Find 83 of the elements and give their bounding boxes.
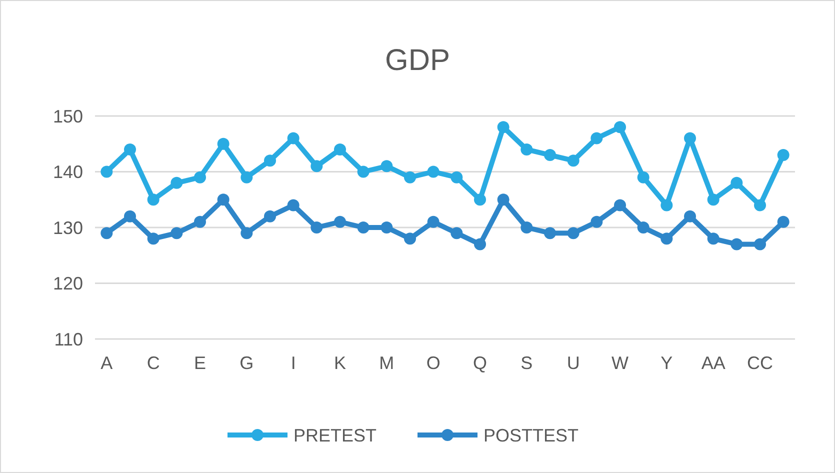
point: [217, 194, 230, 206]
point: [427, 216, 440, 228]
point: [754, 199, 766, 212]
legend-label: POSTTEST: [484, 425, 579, 446]
point: [754, 238, 766, 250]
x-tick-label: C: [146, 353, 160, 373]
point: [450, 171, 463, 184]
x-tick-label: S: [520, 353, 533, 373]
point: [660, 232, 673, 245]
point: [217, 138, 230, 150]
point: [590, 132, 603, 144]
point: [544, 149, 556, 162]
point: [170, 176, 183, 189]
point: [427, 166, 440, 178]
point: [310, 222, 323, 234]
point: [777, 149, 790, 162]
point: [124, 210, 136, 222]
x-tick-label: CC: [747, 353, 773, 373]
point: [777, 216, 790, 228]
y-tick-label: 150: [52, 106, 83, 126]
point: [124, 143, 136, 156]
point: [170, 227, 183, 240]
y-tick-label: 110: [54, 329, 83, 350]
point: [240, 227, 253, 240]
point: [334, 216, 346, 228]
point: [287, 199, 300, 212]
point: [730, 176, 743, 189]
point: [567, 154, 580, 167]
y-tick-label: 140: [52, 162, 83, 182]
point: [544, 227, 556, 240]
point: [310, 160, 323, 172]
y-tick-label: 120: [52, 274, 83, 294]
point: [100, 166, 113, 178]
x-tick-label: M: [379, 353, 394, 373]
legend-label: PRETEST: [294, 425, 377, 446]
point: [684, 210, 696, 222]
point: [474, 238, 486, 250]
point: [684, 132, 696, 144]
point: [334, 143, 346, 156]
point: [567, 227, 580, 240]
point: [520, 222, 533, 234]
point: [194, 216, 206, 228]
point: [264, 210, 276, 222]
point: [730, 238, 743, 250]
x-tick-label: Y: [660, 353, 673, 373]
point: [590, 216, 603, 228]
point: [194, 171, 206, 184]
point: [147, 194, 160, 206]
x-tick-label: K: [334, 353, 346, 373]
point: [357, 222, 370, 234]
point: [240, 171, 253, 184]
x-tick-label: AA: [701, 353, 726, 373]
chart-title: GDP: [384, 44, 450, 77]
point: [357, 166, 370, 178]
point: [100, 227, 113, 240]
x-tick-label: A: [100, 353, 113, 373]
x-tick-label: U: [566, 353, 580, 373]
point: [520, 143, 533, 156]
point: [660, 199, 673, 212]
x-tick-label: O: [426, 353, 440, 373]
point: [707, 194, 720, 206]
point: [614, 199, 626, 212]
point: [474, 194, 486, 206]
point: [264, 154, 276, 167]
point: [147, 232, 160, 245]
x-tick-label: I: [290, 353, 296, 373]
point: [404, 232, 416, 245]
point: [287, 132, 300, 144]
point: [614, 121, 626, 134]
x-tick-label: E: [194, 353, 206, 373]
x-tick-label: G: [240, 353, 254, 373]
x-tick-label: W: [612, 353, 628, 373]
point: [497, 194, 510, 206]
point: [450, 227, 463, 240]
point: [404, 171, 416, 184]
point: [707, 232, 720, 245]
point: [380, 222, 393, 234]
y-tick-label: 130: [52, 218, 83, 238]
point: [497, 121, 510, 134]
point: [637, 171, 650, 184]
point: [637, 222, 650, 234]
x-tick-label: Q: [472, 353, 488, 373]
point: [380, 160, 393, 172]
